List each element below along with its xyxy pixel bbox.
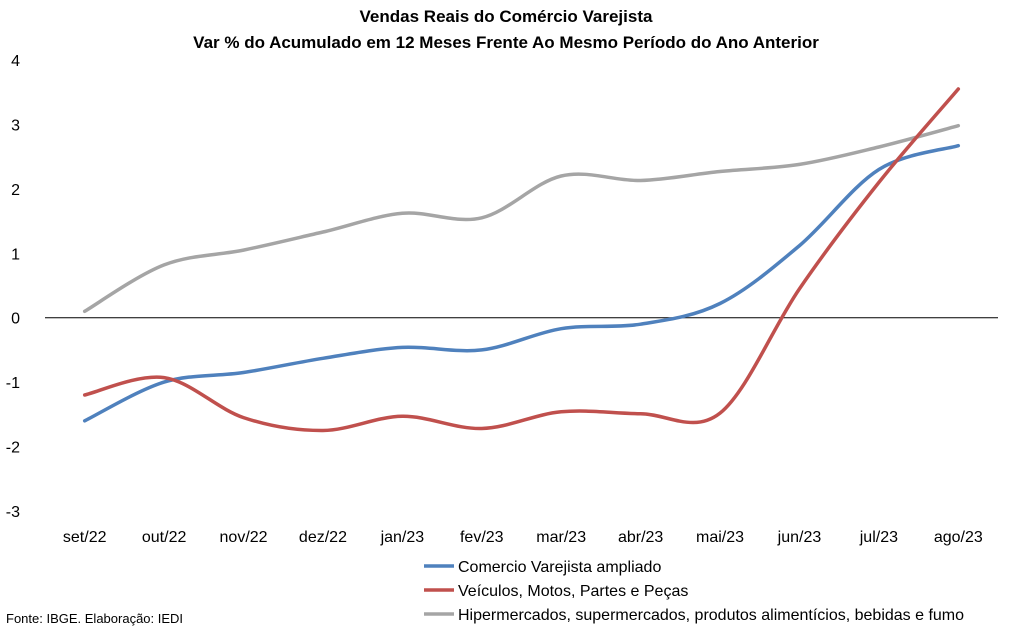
x-tick-label: jan/23: [380, 529, 425, 546]
x-tick-label: jul/23: [859, 529, 898, 546]
x-tick-label: ago/23: [934, 529, 983, 546]
chart-subtitle: Var % do Acumulado em 12 Meses Frente Ao…: [193, 33, 819, 52]
x-axis: set/22 out/22 nov/22 dez/22 jan/23 fev/23 mar/…: [63, 529, 983, 546]
x-tick-label: mar/23: [536, 529, 586, 546]
legend: Comercio Varejista ampliado Veículos, Mot…: [424, 559, 964, 624]
chart-title: Vendas Reais do Comércio Varejista: [360, 7, 653, 26]
x-tick-label: set/22: [63, 529, 107, 546]
legend-label-2: Hipermercados, supermercados, produtos a…: [458, 607, 964, 624]
y-tick-label: 2: [11, 182, 20, 199]
source-note: Fonte: IBGE. Elaboração: IEDI: [6, 611, 183, 626]
x-tick-label: abr/23: [618, 529, 663, 546]
y-tick-label: -1: [6, 375, 20, 392]
y-tick-label: 4: [11, 53, 20, 70]
series-line-2: [82, 123, 961, 314]
legend-label-1: Veículos, Motos, Partes e Peças: [458, 583, 688, 600]
y-tick-label: -3: [6, 504, 20, 521]
x-tick-label: out/22: [142, 529, 187, 546]
series-lines: [82, 87, 961, 433]
x-tick-label: dez/22: [299, 529, 347, 546]
y-tick-label: 3: [11, 117, 20, 134]
y-tick-label: 0: [11, 311, 20, 328]
series-line-0: [82, 143, 961, 423]
x-tick-label: nov/22: [220, 529, 268, 546]
series-line-1: [82, 87, 961, 433]
y-tick-label: 1: [11, 246, 20, 263]
legend-label-0: Comercio Varejista ampliado: [458, 559, 661, 576]
x-tick-label: mai/23: [696, 529, 744, 546]
x-tick-label: fev/23: [460, 529, 504, 546]
y-tick-label: -2: [6, 440, 20, 457]
y-axis: 4 3 2 1 0 -1 -2 -3: [6, 53, 20, 521]
x-tick-label: jun/23: [777, 529, 822, 546]
